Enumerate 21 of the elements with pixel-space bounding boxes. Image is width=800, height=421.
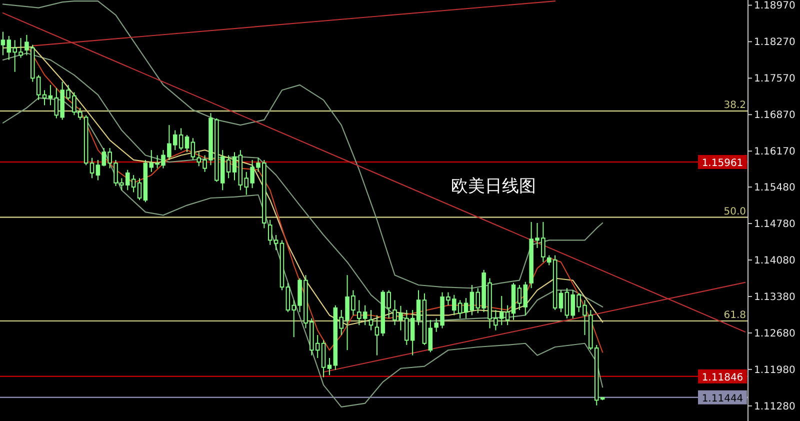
annotation: 38.2	[724, 100, 746, 111]
annotation: 50.0	[724, 206, 746, 218]
y-tick-label: 1.11280	[754, 401, 796, 412]
y-tick-label: 1.18270	[754, 37, 796, 48]
y-tick-label: 1.18970	[754, 0, 796, 12]
line-series	[2, 0, 604, 289]
y-tick-label: 1.15480	[754, 182, 796, 194]
y-tick-label: 1.14780	[754, 219, 796, 230]
y-tick-label: 1.16870	[754, 110, 796, 122]
y-tick-label: 1.12680	[754, 328, 796, 340]
y-tick-label: 1.11980	[754, 364, 796, 376]
text: 欧美日线图	[451, 176, 536, 197]
y-tick-label: 1.14080	[754, 256, 796, 266]
y-tick-label: 1.17570	[754, 74, 796, 85]
ref-line-label: 1.11444	[702, 393, 744, 404]
y-tick-label: 1.16170	[754, 146, 796, 158]
ref-line-label: 1.15961	[702, 158, 744, 169]
ref-line-label: 1.11846	[702, 372, 744, 384]
annotation: 61.8	[724, 310, 746, 321]
y-tick-label: 1.13380	[754, 292, 796, 303]
line-series	[2, 97, 604, 408]
